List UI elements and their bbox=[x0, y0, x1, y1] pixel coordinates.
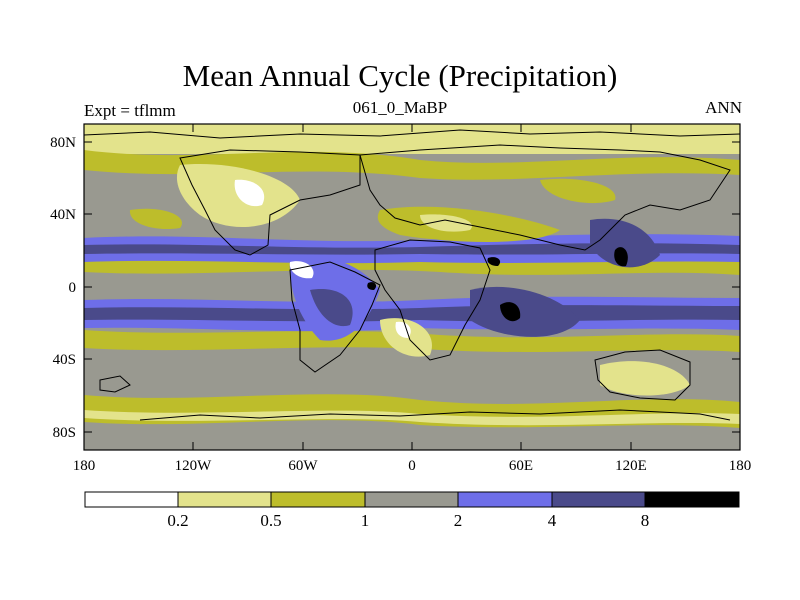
lat-tick-40n: 40N bbox=[50, 207, 76, 223]
blob-black-2 bbox=[614, 247, 628, 267]
map-title: Mean Annual Cycle (Precipitation) bbox=[182, 58, 618, 93]
colorbar-box-2 bbox=[178, 492, 271, 507]
lon-tick-60e: 60E bbox=[509, 458, 533, 474]
coast-antarctic-island bbox=[99, 375, 131, 393]
colorbar-label-2: 2 bbox=[454, 511, 463, 530]
colorbar-box-6 bbox=[552, 492, 645, 507]
blob-sahara-light bbox=[420, 214, 472, 232]
blob-white-sa2 bbox=[289, 261, 314, 279]
colorbar-box-3 bbox=[271, 492, 365, 507]
colorbar-label-8: 8 bbox=[641, 511, 650, 530]
colorbar: 0.2 0.5 1 2 4 8 bbox=[84, 491, 740, 530]
blob-black-1 bbox=[500, 302, 521, 322]
coast-africa bbox=[374, 239, 491, 361]
colorbar-frame bbox=[84, 491, 740, 508]
colorbar-label-0-2: 0.2 bbox=[167, 511, 188, 530]
blob-black-4 bbox=[367, 282, 377, 290]
blob-pacific-north bbox=[129, 208, 182, 230]
lon-tick-180e: 180 bbox=[729, 458, 752, 474]
center-label: 061_0_MaBP bbox=[352, 98, 448, 117]
lon-axis: 180 120W 60W 0 60E 120E 180 bbox=[73, 124, 752, 474]
lon-tick-0: 0 bbox=[408, 458, 416, 474]
colorbar-box-1 bbox=[85, 492, 178, 507]
lon-tick-180w: 180 bbox=[73, 458, 96, 474]
blob-white-sa bbox=[395, 321, 411, 338]
coast-arctic bbox=[83, 129, 741, 139]
lat-tick-40s: 40S bbox=[53, 352, 76, 368]
coast-eurasia bbox=[359, 144, 731, 251]
blob-black-3 bbox=[487, 257, 501, 266]
blob-indian-ocean bbox=[470, 286, 580, 337]
lat-tick-80s: 80S bbox=[53, 425, 76, 441]
lon-tick-60w: 60W bbox=[288, 458, 318, 474]
coastlines bbox=[83, 129, 741, 421]
coast-north-america bbox=[179, 149, 361, 256]
precip-field bbox=[84, 124, 740, 450]
experiment-label: Expt = tflmm bbox=[84, 101, 176, 120]
band-north-dark bbox=[84, 243, 740, 255]
colorbar-box-7 bbox=[645, 492, 739, 507]
colorbar-label-0-5: 0.5 bbox=[260, 511, 281, 530]
lat-tick-80n: 80N bbox=[50, 135, 76, 151]
blob-white-na bbox=[234, 179, 265, 207]
colorbar-box-5 bbox=[458, 492, 552, 507]
colorbar-label-4: 4 bbox=[548, 511, 557, 530]
coast-australia bbox=[594, 349, 691, 401]
season-label: ANN bbox=[705, 98, 742, 117]
coast-antarctica bbox=[139, 409, 731, 421]
blob-amazon bbox=[310, 289, 353, 327]
lat-tick-0: 0 bbox=[69, 280, 77, 296]
coast-south-america bbox=[289, 261, 381, 373]
lat-axis: 80N 40N 0 40S 80S bbox=[50, 135, 740, 441]
blob-west-pacific bbox=[590, 218, 660, 268]
colorbar-label-1: 1 bbox=[361, 511, 370, 530]
colorbar-box-4 bbox=[365, 492, 458, 507]
band-south-light bbox=[84, 410, 740, 426]
blob-asia bbox=[540, 178, 616, 204]
lon-tick-120e: 120E bbox=[615, 458, 647, 474]
blob-australia bbox=[600, 361, 690, 396]
lon-tick-120w: 120W bbox=[175, 458, 213, 474]
